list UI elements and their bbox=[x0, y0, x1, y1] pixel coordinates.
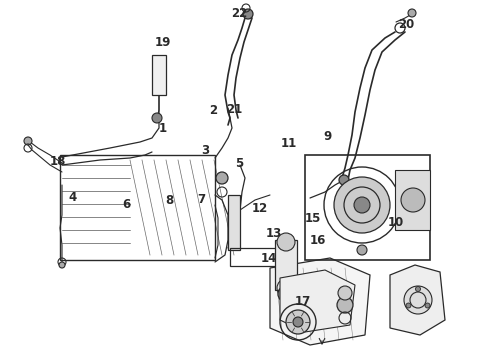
Bar bbox=[152, 55, 166, 95]
Circle shape bbox=[339, 175, 349, 185]
Circle shape bbox=[286, 310, 310, 334]
Circle shape bbox=[24, 137, 32, 145]
Text: 3: 3 bbox=[201, 144, 209, 157]
Circle shape bbox=[408, 9, 416, 17]
Text: 10: 10 bbox=[388, 216, 404, 229]
Text: 1: 1 bbox=[159, 122, 167, 135]
Bar bbox=[395, 170, 430, 230]
Text: 21: 21 bbox=[226, 103, 243, 116]
Circle shape bbox=[216, 172, 228, 184]
Circle shape bbox=[425, 303, 430, 308]
Circle shape bbox=[357, 245, 367, 255]
Text: 2: 2 bbox=[209, 104, 217, 117]
Text: 7: 7 bbox=[197, 193, 205, 206]
Circle shape bbox=[354, 197, 370, 213]
Bar bbox=[228, 195, 240, 250]
Bar bbox=[275, 240, 297, 290]
Circle shape bbox=[337, 297, 353, 313]
Circle shape bbox=[293, 317, 303, 327]
Circle shape bbox=[338, 286, 352, 300]
Circle shape bbox=[406, 303, 411, 308]
Text: 9: 9 bbox=[323, 130, 331, 143]
Text: 13: 13 bbox=[265, 227, 282, 240]
Text: 11: 11 bbox=[281, 137, 297, 150]
Text: 12: 12 bbox=[251, 202, 268, 215]
Circle shape bbox=[152, 113, 162, 123]
Text: 14: 14 bbox=[260, 252, 277, 265]
Bar bbox=[230, 248, 285, 266]
Text: 20: 20 bbox=[398, 18, 415, 31]
Polygon shape bbox=[280, 270, 355, 332]
Text: 4: 4 bbox=[69, 191, 76, 204]
Text: 18: 18 bbox=[49, 155, 66, 168]
Circle shape bbox=[243, 9, 253, 19]
Bar bbox=[305, 155, 430, 260]
Circle shape bbox=[416, 287, 420, 292]
Circle shape bbox=[278, 286, 294, 302]
Circle shape bbox=[59, 262, 65, 268]
Text: 19: 19 bbox=[155, 36, 172, 49]
Circle shape bbox=[334, 177, 390, 233]
Text: 22: 22 bbox=[231, 7, 247, 20]
Circle shape bbox=[401, 188, 425, 212]
Circle shape bbox=[404, 286, 432, 314]
Polygon shape bbox=[270, 258, 370, 345]
Polygon shape bbox=[390, 265, 445, 335]
Circle shape bbox=[277, 233, 295, 251]
Text: 8: 8 bbox=[165, 194, 173, 207]
Text: 16: 16 bbox=[309, 234, 326, 247]
Text: 15: 15 bbox=[304, 212, 321, 225]
Text: 5: 5 bbox=[235, 157, 243, 170]
Bar bbox=[60, 155, 215, 260]
Text: 6: 6 bbox=[122, 198, 130, 211]
Text: 17: 17 bbox=[294, 295, 311, 308]
